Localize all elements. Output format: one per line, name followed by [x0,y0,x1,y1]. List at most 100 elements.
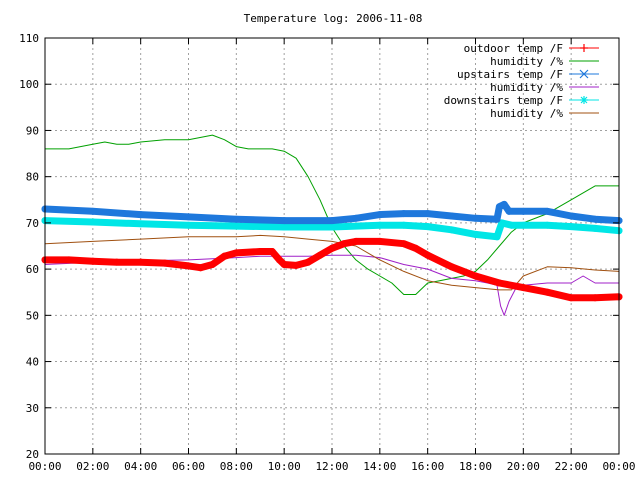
x-tick-label: 18:00 [459,460,492,473]
data-point [256,248,264,256]
x-tick-label: 00:00 [28,460,61,473]
x-tick-label: 16:00 [411,460,444,473]
legend-label: humidity /% [490,81,563,94]
data-point [448,226,456,234]
y-tick-label: 60 [26,263,39,276]
x-tick-label: 20:00 [507,460,540,473]
data-point [113,258,121,266]
series-line-3 [44,254,620,316]
data-point [567,223,575,231]
data-point [567,212,575,220]
legend-marker [580,44,588,52]
data-point [448,212,456,220]
data-point [185,221,192,229]
data-point [196,264,204,272]
legend-label: downstairs temp /F [444,94,563,107]
x-tick-label: 12:00 [315,460,348,473]
data-point [340,240,348,248]
data-point [304,258,312,266]
x-tick-label: 14:00 [363,460,396,473]
data-point [208,260,216,268]
data-point [328,244,336,252]
data-point [400,240,408,248]
data-point [505,207,513,215]
y-tick-label: 50 [26,309,39,322]
data-point [543,221,551,229]
data-point [65,256,73,264]
y-tick-label: 90 [26,124,39,137]
data-point [591,215,599,223]
data-point [495,279,503,287]
data-point [280,260,288,268]
legend-label: humidity /% [490,107,563,120]
data-point [400,210,408,218]
data-point [185,213,192,221]
data-point [280,217,288,225]
data-point [498,219,506,227]
axis-ticks: 20 30 40 50 60 70 80 90 100 110 00:00 02:00 04:00 06:… [19,32,635,473]
data-point [424,210,432,218]
y-tick-label: 100 [19,78,39,91]
x-tick-label: 04:00 [124,460,157,473]
data-point [472,214,479,222]
x-tick-label: 02:00 [76,460,109,473]
series-line-4 [41,217,623,241]
data-point [89,207,97,215]
data-point [328,223,336,231]
data-point [424,251,432,259]
y-tick-label: 40 [26,356,39,369]
data-point [220,252,228,260]
grid [45,38,619,454]
y-tick-label: 70 [26,217,39,230]
data-point [352,214,360,222]
data-point [472,230,479,238]
x-tick-label: 06:00 [172,460,205,473]
x-tick-label: 22:00 [555,460,588,473]
data-point [280,223,288,231]
data-point [376,211,384,219]
data-point [232,249,240,257]
legend-marker [580,96,588,104]
data-point [400,221,408,229]
data-point [89,257,97,265]
data-point [137,258,145,266]
data-point [161,259,169,267]
data-point [275,256,283,264]
legend-label: outdoor temp /F [464,42,563,55]
series-line-2 [41,200,623,225]
series-line-5 [44,234,620,291]
legend-label: upstairs temp /F [457,68,563,81]
data-point [232,215,240,223]
y-tick-label: 30 [26,402,39,415]
data-point [500,200,508,208]
series-line-1 [44,134,620,295]
data-point [493,233,501,241]
y-tick-label: 20 [26,448,39,461]
data-point [352,237,360,245]
x-tick-label: 08:00 [220,460,253,473]
data-point [268,248,276,256]
data-point [519,284,527,292]
data-point [137,211,145,219]
series-lines [41,134,623,316]
data-point [591,224,599,232]
data-point [424,223,432,231]
data-point [567,294,575,302]
data-point [376,237,384,245]
y-tick-label: 110 [19,32,39,45]
data-point [89,218,97,226]
data-point [316,251,324,259]
data-point [376,221,384,229]
data-point [292,261,300,269]
x-tick-label: 00:00 [602,460,635,473]
y-tick-label: 80 [26,171,39,184]
chart-title: Temperature log: 2006-11-08 [244,12,423,25]
data-point [185,262,192,270]
data-point [448,263,456,271]
data-point [519,207,527,215]
data-point [328,217,336,225]
data-point [493,215,501,223]
data-point [543,207,551,215]
